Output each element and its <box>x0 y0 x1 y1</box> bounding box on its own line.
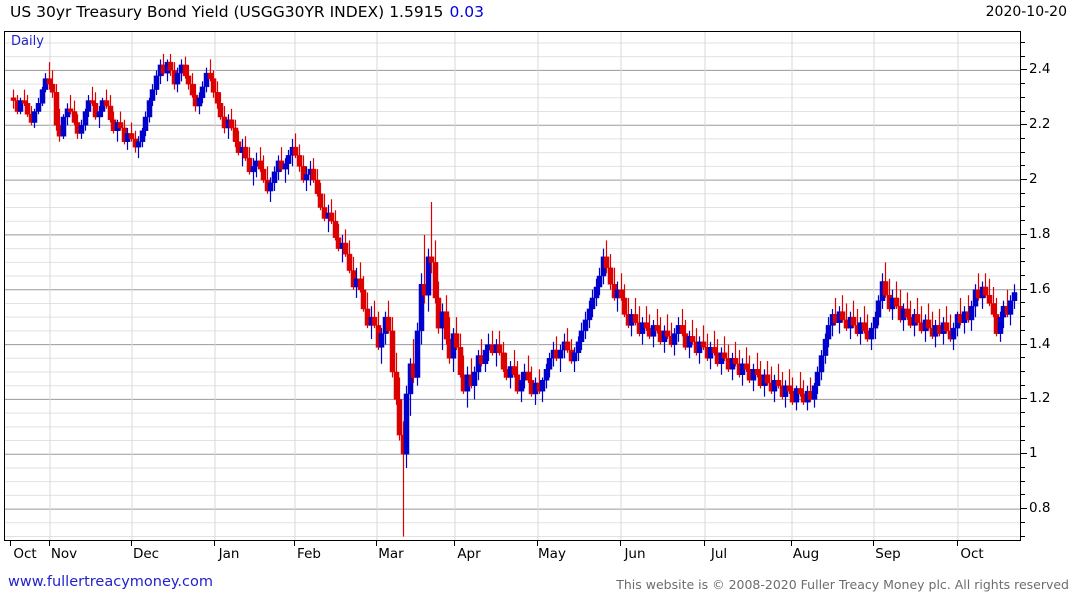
x-axis-label: May <box>538 546 566 562</box>
x-axis-label: Apr <box>457 546 481 562</box>
y-axis-tick <box>1021 494 1025 496</box>
y-axis-tick <box>1021 371 1025 372</box>
website-link[interactable]: www.fullertreacymoney.com <box>8 574 213 590</box>
x-axis-label: Oct <box>13 546 37 562</box>
y-axis-tick <box>1021 535 1025 537</box>
frequency-label: Daily <box>11 34 44 49</box>
y-axis-tick <box>1021 302 1025 304</box>
y-axis-tick <box>1021 96 1025 98</box>
y-axis-tick <box>1021 316 1025 318</box>
x-axis-tick <box>49 541 50 546</box>
y-axis-tick <box>1021 453 1027 455</box>
x-axis-tick <box>376 541 377 546</box>
x-axis-label: Sep <box>875 546 901 562</box>
y-axis-label: 2.2 <box>1029 116 1051 133</box>
chart-gridlines <box>5 32 1020 540</box>
y-axis-tick <box>1021 288 1027 290</box>
y-axis-tick <box>1021 165 1025 167</box>
y-axis-tick <box>1021 124 1027 126</box>
y-axis-tick <box>1021 220 1025 222</box>
y-axis-label: 2.4 <box>1029 61 1051 78</box>
y-axis-tick <box>1021 466 1025 468</box>
chart-date: 2020-10-20 <box>985 4 1067 20</box>
x-axis-tick <box>294 541 295 546</box>
y-axis-tick <box>1021 69 1027 71</box>
price-change: 0.03 <box>449 3 484 21</box>
x-axis-label: Jul <box>710 546 728 562</box>
y-axis-tick <box>1021 384 1025 386</box>
y-axis-tick <box>1021 275 1025 277</box>
candlestick-series <box>10 53 1018 537</box>
y-axis-tick <box>1021 192 1025 194</box>
x-axis-label: Mar <box>378 546 404 562</box>
y-axis-tick <box>1021 247 1025 249</box>
last-price: 1.5915 <box>389 3 444 21</box>
y-axis-tick <box>1021 261 1025 263</box>
instrument-name: US 30yr Treasury Bond Yield (USGG30YR IN… <box>10 3 385 21</box>
chart-footer: www.fullertreacymoney.com This website i… <box>0 572 1075 600</box>
y-axis-tick <box>1021 41 1025 43</box>
x-axis-tick <box>620 541 621 546</box>
y-axis-tick <box>1021 357 1025 359</box>
x-axis-tick <box>454 541 455 546</box>
y-axis-tick <box>1021 412 1025 414</box>
y-axis-label: 1 <box>1029 445 1038 462</box>
y-axis-tick <box>1021 151 1025 153</box>
y-axis-tick <box>1021 480 1025 482</box>
x-axis: Oct Nov Dec Jan Feb Mar Apr May Jun Jul Aug Sep Oct <box>4 541 1021 567</box>
y-axis-tick <box>1021 137 1025 139</box>
x-axis-tick <box>791 541 792 546</box>
x-axis-tick <box>131 541 132 546</box>
x-axis-tick <box>957 541 958 546</box>
x-axis-label: Jan <box>218 546 240 562</box>
y-axis: 2.4 2.2 2 1.8 1.6 1.4 1.2 1 0.8 <box>1021 31 1075 541</box>
y-axis-tick <box>1021 425 1025 427</box>
y-axis-tick <box>1021 439 1025 441</box>
x-axis-label: Feb <box>297 546 321 562</box>
y-axis-tick <box>1021 83 1025 85</box>
y-axis-label: 1.2 <box>1029 390 1051 407</box>
plot-frame: Daily <box>4 31 1021 541</box>
page-title: US 30yr Treasury Bond Yield (USGG30YR IN… <box>10 3 484 21</box>
x-axis-tick <box>10 541 11 546</box>
y-axis-tick <box>1021 521 1025 523</box>
y-axis-label: 0.8 <box>1029 500 1051 517</box>
y-axis-tick <box>1021 508 1027 510</box>
chart-header: US 30yr Treasury Bond Yield (USGG30YR IN… <box>0 0 1075 28</box>
y-axis-tick <box>1021 398 1027 400</box>
y-axis-tick <box>1021 55 1025 57</box>
y-axis-label: 2 <box>1029 171 1038 188</box>
y-axis-label: 1.6 <box>1029 280 1051 297</box>
x-axis-label: Jun <box>624 546 646 562</box>
y-axis-tick <box>1021 329 1025 331</box>
y-axis-label: 1.4 <box>1029 335 1051 352</box>
y-axis-tick <box>1021 343 1027 345</box>
x-axis-label: Nov <box>50 546 78 562</box>
x-axis-label: Oct <box>960 546 984 562</box>
x-axis-tick <box>537 541 538 546</box>
x-axis-label: Dec <box>132 546 160 562</box>
x-axis-label: Aug <box>792 546 820 562</box>
y-axis-label: 1.8 <box>1029 225 1051 242</box>
y-axis-tick <box>1021 110 1025 112</box>
y-axis-tick <box>1021 179 1027 181</box>
chart-plot-area[interactable]: Daily <box>4 31 1021 541</box>
y-axis-tick <box>1021 206 1025 208</box>
copyright-notice: This website is © 2008-2020 Fuller Treac… <box>616 577 1069 592</box>
x-axis-tick <box>214 541 215 546</box>
y-axis-tick <box>1021 233 1027 235</box>
x-axis-tick <box>873 541 874 546</box>
x-axis-tick <box>704 541 705 546</box>
